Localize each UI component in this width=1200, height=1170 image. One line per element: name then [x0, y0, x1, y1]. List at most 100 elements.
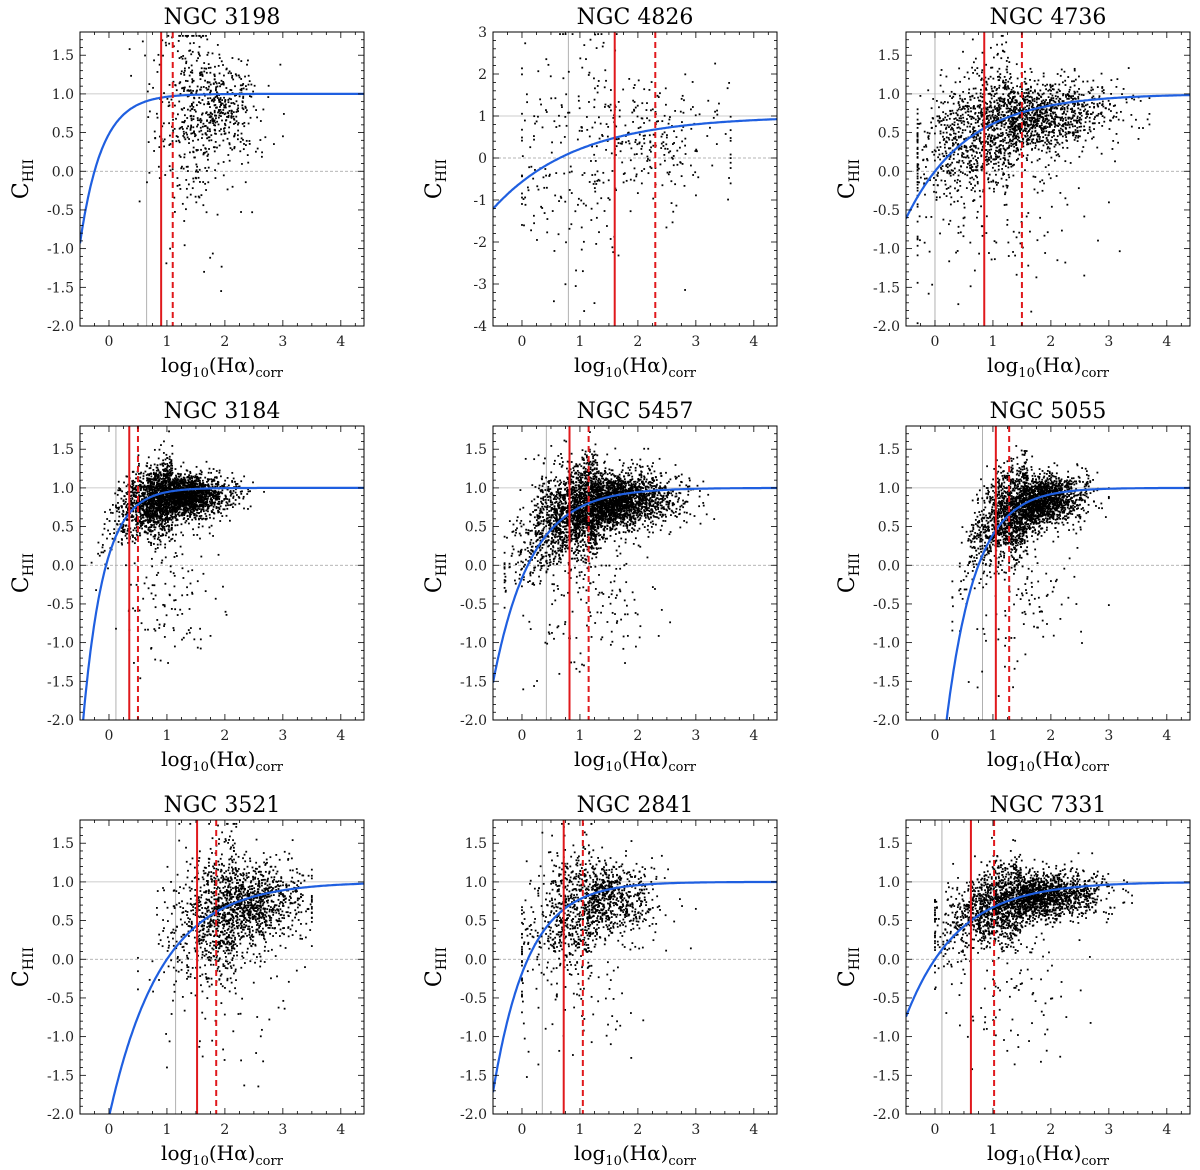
data-point	[132, 470, 135, 473]
data-point	[145, 474, 148, 477]
data-point	[183, 156, 186, 159]
data-point	[1068, 126, 1071, 129]
data-point	[178, 127, 181, 130]
data-point	[205, 460, 208, 463]
data-point	[930, 121, 933, 124]
data-point	[974, 155, 977, 158]
data-point	[123, 481, 125, 484]
data-point	[999, 140, 1002, 143]
data-point	[980, 108, 983, 111]
data-point	[962, 153, 965, 155]
data-point	[190, 117, 193, 120]
data-point	[927, 89, 930, 92]
data-point	[233, 135, 235, 138]
data-point	[169, 511, 172, 514]
data-point	[173, 196, 176, 199]
data-point	[1064, 134, 1067, 136]
data-point	[213, 73, 216, 76]
data-point	[624, 124, 627, 127]
data-point	[938, 196, 941, 199]
data-point	[628, 78, 631, 80]
data-point	[164, 520, 167, 522]
data-point	[262, 108, 265, 111]
data-point	[168, 530, 170, 533]
data-point	[222, 485, 224, 488]
data-point	[1094, 116, 1096, 119]
data-point	[237, 74, 240, 77]
data-point	[1023, 129, 1025, 132]
x-tick-label: 3	[278, 334, 287, 350]
data-point	[195, 465, 198, 468]
data-point	[200, 194, 203, 197]
data-point	[1050, 89, 1052, 92]
data-point	[191, 34, 194, 37]
data-point	[1011, 99, 1014, 102]
data-point	[727, 198, 729, 201]
data-point	[949, 174, 952, 177]
data-point	[1055, 154, 1058, 157]
data-point	[923, 182, 926, 185]
data-point	[1007, 241, 1010, 244]
data-point	[243, 143, 245, 145]
data-point	[189, 514, 191, 517]
data-point	[956, 114, 959, 117]
data-point	[201, 99, 204, 101]
data-point	[197, 478, 200, 481]
data-point	[960, 165, 963, 168]
data-point	[1016, 104, 1019, 107]
data-point	[1115, 116, 1118, 118]
data-point	[184, 57, 187, 60]
data-point	[993, 158, 996, 161]
data-point	[1083, 274, 1086, 277]
data-point	[162, 452, 165, 454]
data-point	[183, 69, 186, 72]
data-point	[948, 147, 951, 150]
data-point	[1050, 97, 1053, 100]
data-point	[605, 123, 608, 126]
data-point	[221, 102, 224, 105]
data-point	[969, 98, 972, 101]
data-point	[165, 262, 168, 265]
data-point	[1063, 122, 1066, 125]
data-point	[203, 151, 205, 154]
data-point	[1034, 147, 1037, 149]
data-point	[208, 128, 211, 131]
data-point	[997, 168, 1000, 171]
data-point	[181, 34, 184, 37]
data-point	[1015, 142, 1017, 144]
data-point	[1012, 131, 1015, 134]
data-point	[967, 162, 969, 165]
data-point	[673, 130, 675, 133]
data-point	[1121, 93, 1123, 96]
data-point	[986, 122, 989, 125]
data-point	[951, 109, 954, 112]
data-point	[140, 517, 142, 520]
data-point	[949, 133, 952, 136]
data-point	[233, 147, 236, 150]
data-point	[191, 71, 194, 74]
data-point	[184, 34, 187, 37]
data-point	[966, 71, 969, 74]
data-point	[1076, 131, 1079, 134]
data-point	[199, 78, 202, 81]
data-point	[1024, 134, 1026, 137]
data-point	[949, 171, 951, 174]
data-point	[211, 118, 214, 121]
data-point	[1004, 85, 1006, 88]
data-point	[939, 84, 942, 87]
data-point	[612, 251, 615, 254]
data-point	[1000, 140, 1003, 142]
data-point	[1043, 127, 1045, 130]
data-point	[632, 121, 634, 123]
data-point	[1043, 182, 1045, 185]
data-point	[148, 110, 151, 113]
data-point	[162, 140, 165, 143]
data-point	[1076, 119, 1078, 122]
data-point	[1007, 94, 1009, 97]
data-point	[942, 119, 945, 121]
data-point	[1084, 117, 1087, 119]
data-point	[131, 483, 134, 486]
fit-curve-line	[493, 118, 777, 210]
data-point	[1070, 95, 1073, 98]
data-point	[564, 115, 567, 118]
